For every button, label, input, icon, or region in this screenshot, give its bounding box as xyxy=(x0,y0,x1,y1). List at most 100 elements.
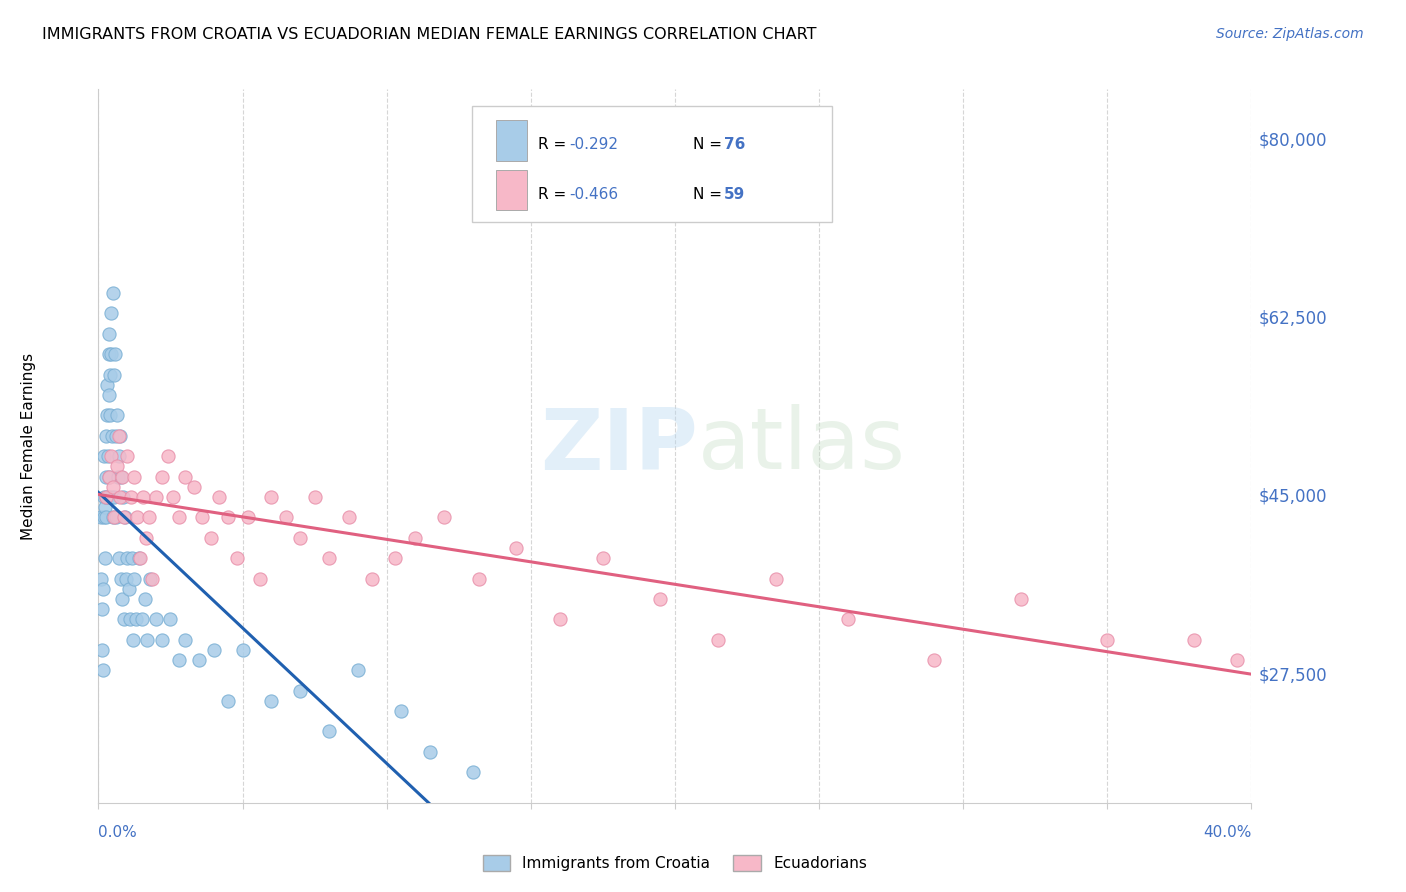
Point xyxy=(318,724,340,739)
Point xyxy=(90,510,112,524)
Point xyxy=(174,469,197,483)
Point xyxy=(93,490,115,504)
Legend: Immigrants from Croatia, Ecuadorians: Immigrants from Croatia, Ecuadorians xyxy=(477,849,873,877)
Text: R =: R = xyxy=(538,186,571,202)
Point xyxy=(101,286,124,301)
Point xyxy=(231,643,254,657)
Point xyxy=(337,510,360,524)
Point xyxy=(1010,591,1032,606)
Point xyxy=(134,591,156,606)
Point xyxy=(114,572,136,586)
Point xyxy=(97,388,120,402)
Point xyxy=(101,510,124,524)
Text: atlas: atlas xyxy=(697,404,905,488)
Point xyxy=(114,510,136,524)
Point xyxy=(97,449,120,463)
Text: 0.0%: 0.0% xyxy=(98,825,138,840)
Text: $80,000: $80,000 xyxy=(1258,131,1327,149)
Point xyxy=(217,694,239,708)
Point xyxy=(121,551,143,566)
Point xyxy=(1226,653,1249,667)
Point xyxy=(159,612,181,626)
Point xyxy=(94,551,117,566)
Text: -0.292: -0.292 xyxy=(569,137,617,153)
Point xyxy=(97,347,120,361)
Point xyxy=(139,572,162,586)
Text: 40.0%: 40.0% xyxy=(1204,825,1251,840)
Point xyxy=(1268,673,1291,688)
Point xyxy=(132,490,155,504)
Point xyxy=(96,490,118,504)
Point xyxy=(117,449,138,463)
Point xyxy=(107,449,129,463)
Point xyxy=(105,459,128,474)
Point xyxy=(110,469,132,483)
Text: $62,500: $62,500 xyxy=(1258,310,1327,327)
Point xyxy=(127,510,149,524)
Point xyxy=(90,572,112,586)
Point xyxy=(174,632,197,647)
Point xyxy=(765,572,787,586)
Point xyxy=(124,469,146,483)
Point xyxy=(101,480,124,494)
Point xyxy=(346,663,368,677)
Point xyxy=(145,490,167,504)
Point xyxy=(122,632,145,647)
Point xyxy=(249,572,271,586)
Point xyxy=(361,572,384,586)
Point xyxy=(188,653,211,667)
Text: $45,000: $45,000 xyxy=(1258,488,1327,506)
Point xyxy=(110,572,132,586)
Text: N =: N = xyxy=(693,137,727,153)
Point xyxy=(384,551,406,566)
Point xyxy=(108,429,131,443)
Point xyxy=(97,469,120,483)
Point xyxy=(96,409,118,423)
Point xyxy=(111,469,134,483)
Point xyxy=(105,409,128,423)
Point xyxy=(131,612,153,626)
Point xyxy=(837,612,859,626)
Point xyxy=(103,510,125,524)
Point xyxy=(100,347,122,361)
Point xyxy=(91,663,114,677)
Point xyxy=(592,551,614,566)
Text: ZIP: ZIP xyxy=(540,404,697,488)
Point xyxy=(120,612,142,626)
Point xyxy=(112,612,135,626)
Point xyxy=(167,510,190,524)
Point xyxy=(108,490,131,504)
Point xyxy=(94,500,117,515)
Point xyxy=(202,643,225,657)
Point xyxy=(162,490,184,504)
Point xyxy=(150,632,173,647)
Point xyxy=(217,510,239,524)
Point xyxy=(104,347,127,361)
Point xyxy=(107,469,129,483)
Point xyxy=(136,632,159,647)
Point xyxy=(100,449,122,463)
Point xyxy=(104,510,127,524)
Point xyxy=(104,429,127,443)
Point xyxy=(707,632,730,647)
Point xyxy=(128,551,150,566)
Point xyxy=(138,510,160,524)
Point xyxy=(1182,632,1205,647)
Text: 76: 76 xyxy=(724,137,745,153)
Text: $27,500: $27,500 xyxy=(1258,666,1327,684)
Point xyxy=(304,490,326,504)
Point xyxy=(238,510,260,524)
Point xyxy=(91,643,114,657)
Point xyxy=(124,572,146,586)
Point xyxy=(191,510,214,524)
Point xyxy=(93,449,115,463)
Text: N =: N = xyxy=(693,186,727,202)
Text: R =: R = xyxy=(538,137,571,153)
Point xyxy=(650,591,672,606)
Point xyxy=(96,510,118,524)
Point xyxy=(468,572,491,586)
Point xyxy=(274,510,297,524)
Text: -0.466: -0.466 xyxy=(569,186,619,202)
Point xyxy=(433,510,456,524)
Point xyxy=(183,480,205,494)
